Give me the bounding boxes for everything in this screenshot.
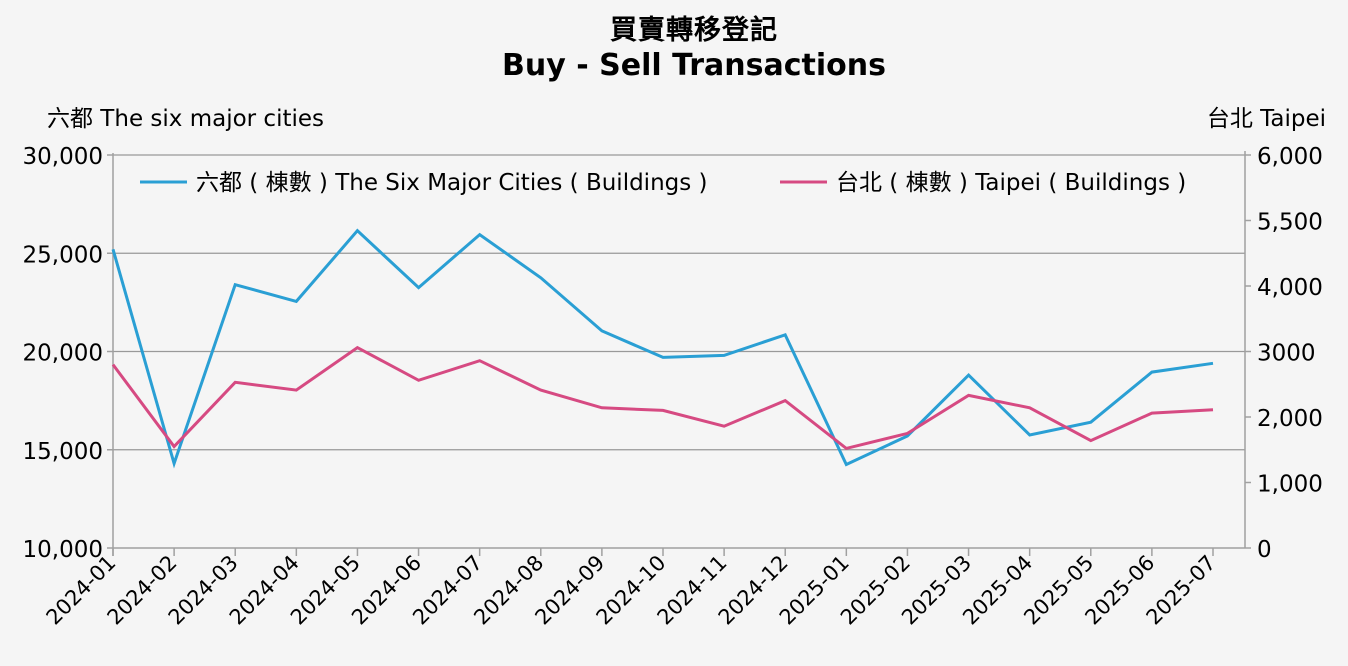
right-tick-label: 5,500: [1257, 210, 1323, 236]
left-axis-title: 六都 The six major cities: [47, 106, 324, 132]
left-tick-label: 15,000: [23, 439, 103, 465]
left-tick-label: 10,000: [23, 537, 103, 563]
gridlines: [113, 154, 1245, 451]
right-tick-label: 6,000: [1257, 144, 1323, 170]
x-axis-ticks: 2024-012024-022024-032024-042024-052024-…: [42, 548, 1221, 630]
axes: [112, 151, 1246, 556]
legend: 六都 ( 棟數 ) The Six Major Cities ( Buildin…: [140, 170, 1186, 196]
six-cities-line: [111, 228, 1214, 469]
right-tick-label: 0: [1257, 537, 1272, 563]
legend-label-taipei: 台北 ( 棟數 ) Taipei ( Buildings ): [836, 170, 1186, 196]
chart-title-zh: 買賣轉移登記: [610, 15, 778, 46]
left-tick-label: 25,000: [23, 242, 103, 268]
legend-label-six-cities: 六都 ( 棟數 ) The Six Major Cities ( Buildin…: [196, 170, 708, 196]
left-axis-ticks: 30,000 25,000 20,000 15,000 10,000: [23, 144, 113, 563]
left-tick-label: 20,000: [23, 341, 103, 367]
right-axis-title: 台北 Taipei: [1206, 106, 1326, 132]
right-tick-label: 3000: [1257, 341, 1316, 367]
right-tick-label: 4,000: [1257, 275, 1323, 301]
chart-title-en: Buy - Sell Transactions: [502, 48, 886, 83]
right-tick-label: 2,000: [1257, 406, 1323, 432]
left-tick-label: 30,000: [23, 144, 103, 170]
data-series: [111, 228, 1214, 469]
right-tick-label: 1,000: [1257, 472, 1323, 498]
right-axis-ticks: 6,000 5,500 4,000 3000 2,000 1,000 0: [1245, 144, 1323, 563]
taipei-line: [111, 345, 1214, 451]
